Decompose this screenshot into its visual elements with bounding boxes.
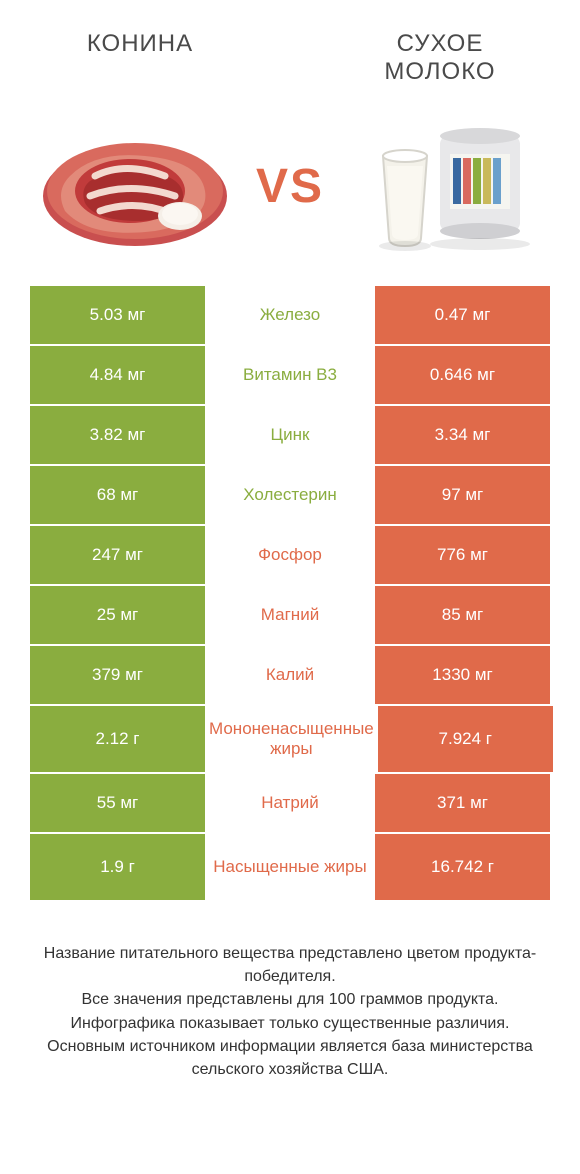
title-left: КОНИНА [40, 30, 240, 58]
nutrient-label: Мононенасыщенные жиры [205, 706, 378, 772]
value-right: 371 мг [375, 774, 550, 832]
footer-line: Все значения представлены для 100 граммо… [30, 988, 550, 1011]
table-row: 68 мгХолестерин97 мг [30, 466, 550, 524]
value-right: 16.742 г [375, 834, 550, 900]
value-left: 25 мг [30, 586, 205, 644]
nutrient-label: Натрий [205, 774, 375, 832]
nutrient-label: Железо [205, 286, 375, 344]
value-left: 4.84 мг [30, 346, 205, 404]
footer-line: Инфографика показывает только существенн… [30, 1012, 550, 1035]
title-right: СУХОЕ МОЛОКО [340, 30, 540, 86]
value-left: 55 мг [30, 774, 205, 832]
value-left: 379 мг [30, 646, 205, 704]
table-row: 2.12 гМононенасыщенные жиры7.924 г [30, 706, 550, 772]
value-right: 1330 мг [375, 646, 550, 704]
value-left: 2.12 г [30, 706, 205, 772]
vs-label: VS [256, 159, 324, 214]
table-row: 55 мгНатрий371 мг [30, 774, 550, 832]
value-right: 7.924 г [378, 706, 553, 772]
value-right: 0.646 мг [375, 346, 550, 404]
product-right-image [340, 116, 550, 256]
footer-line: Основным источником информации является … [30, 1035, 550, 1081]
value-left: 3.82 мг [30, 406, 205, 464]
nutrient-label: Холестерин [205, 466, 375, 524]
value-right: 85 мг [375, 586, 550, 644]
comparison-table: 5.03 мгЖелезо0.47 мг4.84 мгВитамин B30.6… [0, 286, 580, 900]
table-row: 3.82 мгЦинк3.34 мг [30, 406, 550, 464]
table-row: 5.03 мгЖелезо0.47 мг [30, 286, 550, 344]
header: КОНИНА СУХОЕ МОЛОКО [0, 0, 580, 96]
value-left: 1.9 г [30, 834, 205, 900]
footer-line: Название питательного вещества представл… [30, 942, 550, 988]
table-row: 379 мгКалий1330 мг [30, 646, 550, 704]
milk-icon [355, 116, 535, 256]
images-row: VS [0, 96, 580, 286]
nutrient-label: Насыщенные жиры [205, 834, 375, 900]
footer-notes: Название питательного вещества представл… [0, 902, 580, 1081]
nutrient-label: Витамин B3 [205, 346, 375, 404]
value-right: 97 мг [375, 466, 550, 524]
nutrient-label: Калий [205, 646, 375, 704]
value-right: 3.34 мг [375, 406, 550, 464]
value-right: 0.47 мг [375, 286, 550, 344]
value-left: 247 мг [30, 526, 205, 584]
value-right: 776 мг [375, 526, 550, 584]
nutrient-label: Цинк [205, 406, 375, 464]
product-left-title: КОНИНА [40, 30, 240, 86]
nutrient-label: Фосфор [205, 526, 375, 584]
product-left-image [30, 116, 240, 256]
table-row: 247 мгФосфор776 мг [30, 526, 550, 584]
nutrient-label: Магний [205, 586, 375, 644]
product-right-title: СУХОЕ МОЛОКО [340, 30, 540, 86]
table-row: 25 мгМагний85 мг [30, 586, 550, 644]
table-row: 4.84 мгВитамин B30.646 мг [30, 346, 550, 404]
value-left: 5.03 мг [30, 286, 205, 344]
value-left: 68 мг [30, 466, 205, 524]
meat-icon [35, 121, 235, 251]
table-row: 1.9 гНасыщенные жиры16.742 г [30, 834, 550, 900]
